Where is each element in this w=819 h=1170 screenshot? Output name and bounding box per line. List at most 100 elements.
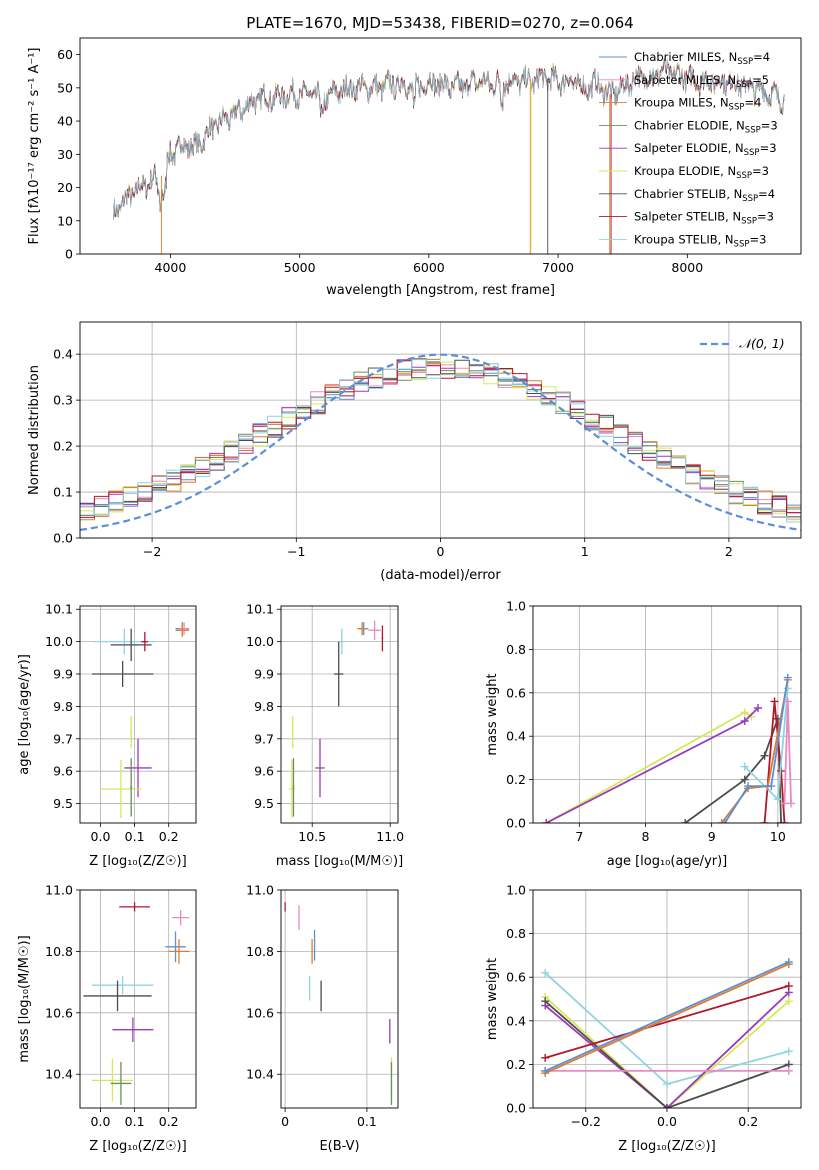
weight-marker: [784, 1047, 793, 1056]
legend-label: Salpeter MILES, NSSP=5: [634, 73, 769, 90]
x-tick-label: −0.2: [571, 1114, 601, 1129]
weight-lines: [542, 673, 796, 823]
axes-frame: [79, 889, 197, 1109]
x-tick-label: 7: [575, 829, 583, 844]
legend-label-text: Salpeter ELODIE, N: [634, 141, 744, 155]
x-tick-label: 8000: [671, 260, 703, 275]
legend-label-text: Kroupa ELODIE, N: [634, 164, 736, 178]
normal-curve: [80, 353, 801, 531]
y-tick-label: 30: [57, 147, 73, 162]
y-axis-label: mass weight: [485, 958, 500, 1040]
x-tick-label: 7000: [542, 260, 574, 275]
legend-label: Kroupa STELIB, NSSP=3: [634, 232, 766, 249]
histogram-series: [80, 359, 801, 538]
weight-series-line: [544, 963, 790, 1074]
residuals-panel: −2 −1 0 1 2 0.0 0.1 0.2 0.3 0.4 𝒩(0, 1) (data-model…: [27, 321, 802, 583]
legend-label-value: =3: [761, 118, 778, 132]
axes-frame: [532, 889, 802, 1109]
y-tick-label: 9.7: [53, 731, 73, 746]
errorbar-group: [288, 620, 384, 819]
y-tick-label: 0.4: [506, 1013, 526, 1028]
histogram-group: [80, 353, 801, 538]
axes-frame: [280, 889, 399, 1109]
y-tick-label: 9.6: [254, 764, 274, 779]
y-tick-label: 20: [57, 180, 73, 195]
y-tick-label: 1.0: [506, 599, 526, 614]
figure-title: PLATE=1670, MJD=53438, FIBERID=0270, z=0…: [246, 14, 633, 32]
y-tick-label: 10.1: [246, 602, 274, 617]
legend-label: Chabrier MILES, NSSP=4: [634, 50, 770, 67]
x-tick-label: 10: [770, 829, 786, 844]
weight-marker: [740, 717, 749, 726]
x-axis-label: Z [log₁₀(Z/Z☉)]: [89, 854, 186, 869]
weight-series-line: [544, 996, 790, 1108]
y-axis-label: Normed distribution: [27, 365, 42, 495]
x-tick-label: 2: [725, 544, 733, 559]
y-tick-label: 10.6: [45, 1005, 73, 1020]
legend-label-sub: SSP: [737, 57, 753, 67]
y-tick-label: 10.8: [246, 944, 274, 959]
mass-vs-EBV-panel: 0 0.1 10.4 10.6 10.8 11.0 E(B-V): [246, 883, 399, 1154]
legend-label-value: =4: [758, 187, 775, 201]
legend-label-sub: SSP: [729, 103, 745, 113]
weight-marker: [541, 997, 550, 1006]
x-axis-label: Z [log₁₀(Z/Z☉)]: [89, 1139, 186, 1154]
weight-marker: [720, 819, 729, 823]
y-tick-label: 9.5: [254, 796, 274, 811]
spectrum-panel: 4000 5000 6000 7000 8000 0 10 20 30 40 50 60 Chabrie…: [27, 37, 802, 298]
weight-series-line: [544, 1000, 790, 1108]
y-tick-label: 11.0: [246, 883, 274, 898]
x-axis-label: E(B-V): [319, 1139, 359, 1154]
y-tick-label: 10.4: [246, 1067, 274, 1082]
y-tick-label: 10.0: [246, 634, 274, 649]
y-tick-label: 10.6: [246, 1005, 274, 1020]
axes-frame: [79, 321, 802, 539]
y-tick-label: 9.9: [53, 667, 73, 682]
legend-label-sub: SSP: [734, 239, 750, 249]
legend-label-value: =3: [749, 232, 766, 246]
legend-label-text: Salpeter STELIB, N: [634, 210, 741, 224]
x-axis-label: Z [log₁₀(Z/Z☉)]: [618, 1139, 715, 1154]
legend-label-value: =3: [760, 141, 777, 155]
y-tick-label: 0.0: [53, 531, 73, 546]
y-tick-label: 9.5: [53, 796, 73, 811]
weight-marker: [773, 795, 782, 804]
weight-marker: [770, 697, 779, 706]
weight-marker: [681, 819, 690, 823]
errorbar-group: [91, 622, 190, 819]
errorbar-group: [83, 902, 190, 1105]
y-tick-label: 0.6: [506, 970, 526, 985]
y-tick-label: 0.0: [506, 1101, 526, 1116]
weight-series-line: [544, 961, 790, 1072]
weight-marker: [542, 819, 551, 823]
x-tick-label: 0.2: [738, 1114, 758, 1129]
x-tick-label: 0.1: [125, 829, 145, 844]
weight-marker: [783, 673, 792, 682]
legend-label-value: =3: [757, 210, 774, 224]
weight-series-line: [544, 991, 790, 1108]
y-tick-label: 10: [57, 213, 73, 228]
legend-label-sub: SSP: [741, 217, 757, 227]
y-tick-label: 0.2: [53, 439, 73, 454]
y-tick-label: 9.7: [254, 731, 274, 746]
legend-label: Kroupa ELODIE, NSSP=3: [634, 164, 769, 181]
y-tick-label: 10.0: [45, 634, 73, 649]
x-tick-label: 11.0: [376, 829, 404, 844]
weight-series-line: [724, 677, 789, 823]
y-tick-label: 0.4: [506, 729, 526, 744]
legend-label-value: =3: [752, 164, 769, 178]
legend-label-text: Salpeter MILES, N: [634, 73, 736, 87]
axes-frame: [79, 605, 197, 824]
legend-label: Salpeter STELIB, NSSP=3: [634, 210, 774, 227]
x-tick-label: 0: [281, 1114, 289, 1129]
weight-series-line: [545, 707, 759, 823]
y-tick-label: 11.0: [45, 883, 73, 898]
x-tick-label: 0.1: [357, 1114, 377, 1129]
age-vs-Z-panel: 0.0 0.1 0.2 9.5 9.6 9.7 9.8 9.9 10.0 10.1 Z [log₁₀…: [17, 602, 197, 869]
weight-marker: [744, 782, 753, 791]
weight-marker: [784, 1066, 793, 1075]
y-tick-label: 0.6: [506, 685, 526, 700]
legend-label-text: Kroupa STELIB, N: [634, 232, 734, 246]
legend-label: Kroupa MILES, NSSP=4: [634, 96, 761, 113]
